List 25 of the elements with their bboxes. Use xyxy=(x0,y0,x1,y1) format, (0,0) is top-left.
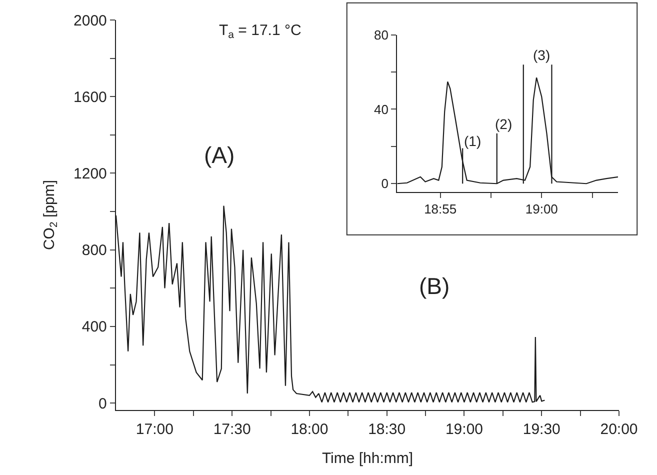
x-tick-label: 17:30 xyxy=(213,421,251,438)
x-axis-title: Time [hh:mm] xyxy=(322,450,414,468)
y-tick-label: 1200 xyxy=(74,165,107,182)
y-tick-label: 800 xyxy=(82,242,107,260)
y-tick-label: 80 xyxy=(374,27,388,42)
y-tick-label: 0 xyxy=(98,395,107,412)
x-tick-label: 17:00 xyxy=(136,421,174,438)
y-tick-label: 400 xyxy=(82,318,107,336)
x-tick-label: 19:00 xyxy=(445,421,484,438)
y-tick-label: 0 xyxy=(381,176,388,192)
x-tick-label: 19:00 xyxy=(525,202,558,217)
annotation: T$_{a}$ = 17.1 °C xyxy=(219,22,302,42)
x-tick-label: 20:00 xyxy=(600,421,638,438)
annotation: (3) xyxy=(533,47,550,63)
x-tick-label: 18:55 xyxy=(424,202,457,217)
x-tick-label: 19:30 xyxy=(522,421,560,438)
x-tick-label: 18:30 xyxy=(368,421,406,438)
y-tick-label: 2000 xyxy=(74,12,107,30)
annotation: (2) xyxy=(495,116,512,132)
y-tick-label: 40 xyxy=(374,102,388,117)
y-tick-label: 1600 xyxy=(74,88,107,106)
annotation: (B) xyxy=(419,273,450,299)
annotation: (1) xyxy=(464,133,482,149)
x-tick-label: 18:00 xyxy=(290,421,328,438)
annotation: (A) xyxy=(204,142,235,168)
